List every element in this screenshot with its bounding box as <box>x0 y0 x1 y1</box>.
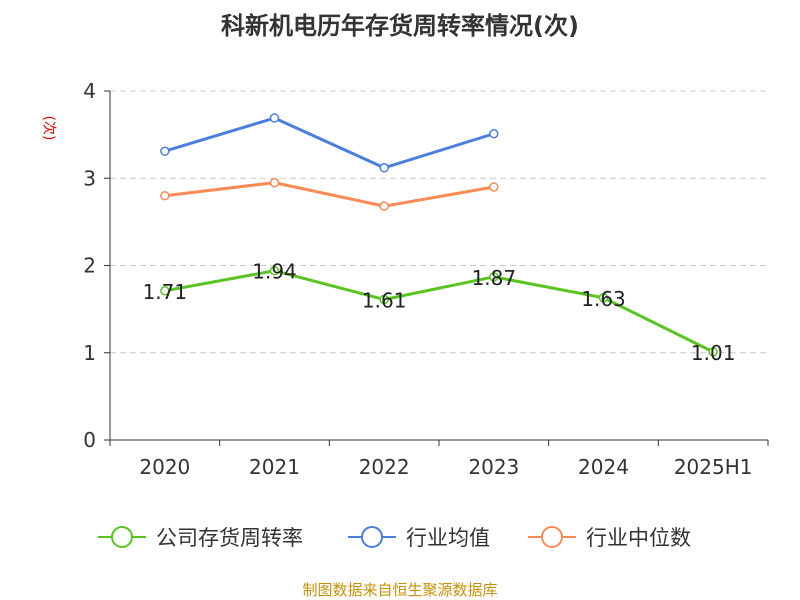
y-tick-label: 4 <box>83 79 96 103</box>
data-label: 1.01 <box>691 341 736 365</box>
x-tick-label: 2021 <box>249 455 300 479</box>
legend-label: 行业中位数 <box>586 526 691 550</box>
legend-marker <box>541 526 563 548</box>
source-note: 制图数据来自恒生聚源数据库 <box>302 581 498 599</box>
data-point <box>160 286 170 296</box>
data-point <box>379 163 389 173</box>
data-point <box>598 293 609 303</box>
y-tick-label: 2 <box>83 254 96 278</box>
data-label: 1.63 <box>581 287 626 311</box>
data-point <box>489 182 499 192</box>
data-label: 1.94 <box>252 260 297 284</box>
data-point <box>160 190 170 201</box>
data-point <box>708 347 718 357</box>
data-point <box>269 265 280 276</box>
series-line <box>164 181 495 208</box>
data-point <box>489 272 499 282</box>
chart-title: 科新机电历年存货周转率情况(次) <box>221 12 579 40</box>
y-tick-label: 0 <box>83 428 96 452</box>
series-line <box>164 269 714 354</box>
x-tick-label: 2023 <box>468 455 519 479</box>
legend-label: 公司存货周转率 <box>156 526 303 550</box>
data-point <box>160 146 170 156</box>
data-point <box>269 113 280 123</box>
data-point <box>379 294 389 305</box>
y-tick-label: 3 <box>83 166 96 190</box>
x-tick-label: 2022 <box>359 455 410 479</box>
data-label: 1.71 <box>143 280 188 304</box>
y-tick-label: 1 <box>83 341 96 365</box>
data-point <box>489 129 499 139</box>
data-point <box>269 177 280 188</box>
data-point <box>379 201 389 211</box>
series-line <box>164 116 495 170</box>
data-label: 1.87 <box>472 266 517 290</box>
data-label: 1.61 <box>362 289 407 313</box>
legend-marker <box>361 526 383 548</box>
x-tick-label: 2020 <box>139 455 190 479</box>
x-tick-label: 2025H1 <box>674 455 753 479</box>
legend-marker <box>111 526 133 548</box>
x-tick-label: 2024 <box>578 455 629 479</box>
legend-label: 行业均值 <box>406 526 490 550</box>
